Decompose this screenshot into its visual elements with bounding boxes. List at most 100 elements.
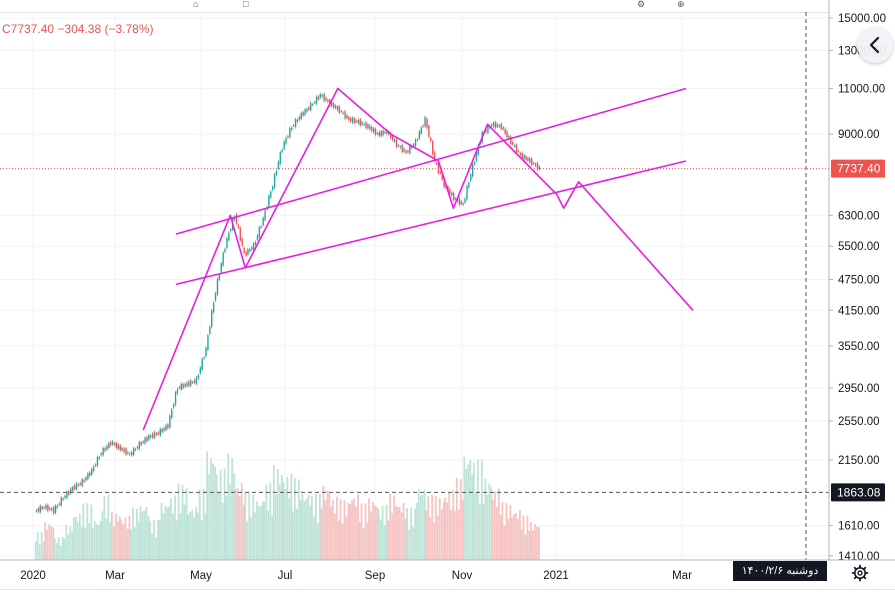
volume-bar bbox=[128, 515, 131, 560]
volume-bar bbox=[185, 488, 188, 560]
candle bbox=[258, 227, 261, 238]
volume-bar bbox=[488, 483, 491, 560]
volume-bar bbox=[164, 506, 167, 560]
volume-bar bbox=[402, 502, 405, 560]
candle bbox=[395, 139, 398, 148]
candle bbox=[281, 149, 283, 152]
candle bbox=[376, 133, 379, 135]
candle bbox=[52, 507, 55, 514]
volume-bar bbox=[293, 477, 296, 560]
volume-bar bbox=[136, 508, 138, 560]
candle bbox=[148, 435, 150, 440]
volume-bar bbox=[217, 492, 220, 560]
settings-button[interactable] bbox=[850, 563, 870, 583]
candle bbox=[245, 251, 247, 256]
volume-bar bbox=[450, 509, 453, 560]
candle bbox=[422, 125, 424, 127]
candle bbox=[477, 145, 480, 155]
candle bbox=[102, 447, 104, 456]
candle bbox=[113, 443, 116, 446]
volume-bar bbox=[419, 495, 422, 560]
volume-bar bbox=[196, 512, 199, 560]
legend-last-price: 7737.40 bbox=[10, 22, 55, 36]
candle bbox=[298, 116, 301, 120]
candle bbox=[473, 162, 476, 165]
volume-bar bbox=[322, 486, 325, 560]
toolbar-button-b[interactable]: □ bbox=[243, 0, 249, 9]
volume-bar bbox=[72, 517, 75, 560]
volume-bar bbox=[410, 507, 413, 560]
volume-bar bbox=[191, 510, 193, 560]
volume-bar bbox=[57, 537, 60, 560]
volume-bar bbox=[225, 496, 228, 560]
volume-bar bbox=[421, 494, 424, 560]
candle bbox=[323, 93, 325, 101]
price-axis: 15000.0013000.0011000.009000.006300.0055… bbox=[828, 0, 895, 563]
volume-bar bbox=[91, 528, 94, 560]
candle bbox=[155, 433, 158, 435]
volume-bar bbox=[78, 513, 81, 560]
volume-bar bbox=[495, 506, 498, 560]
candle bbox=[292, 125, 295, 127]
candle bbox=[504, 128, 506, 134]
volume-bar bbox=[431, 494, 434, 560]
volume-bar bbox=[234, 489, 237, 560]
volume-bar bbox=[278, 484, 281, 560]
candle bbox=[355, 120, 358, 123]
candle bbox=[414, 139, 417, 147]
candle bbox=[331, 102, 333, 107]
candle bbox=[321, 95, 323, 97]
volume-bar bbox=[172, 513, 174, 560]
volume-bar bbox=[490, 487, 493, 560]
candle bbox=[79, 483, 82, 485]
volume-bar bbox=[126, 528, 129, 560]
volume-bar bbox=[442, 502, 445, 560]
volume-bar bbox=[74, 516, 77, 560]
volume-bar bbox=[244, 493, 247, 560]
volume-bar bbox=[389, 493, 392, 560]
candle bbox=[353, 118, 356, 123]
toolbar-button-a[interactable]: ⌂ bbox=[193, 0, 199, 9]
volume-bar bbox=[315, 493, 317, 560]
candle bbox=[300, 112, 302, 120]
candle bbox=[212, 302, 215, 313]
candle bbox=[70, 488, 72, 494]
price-tick-label: 2550.00 bbox=[838, 416, 880, 428]
toolbar-button-d[interactable]: ⊕ bbox=[677, 0, 685, 9]
volume-bar bbox=[486, 495, 489, 560]
toolbar-button-c[interactable]: ⚙ bbox=[637, 0, 646, 9]
candle bbox=[216, 279, 219, 295]
bottom-bar bbox=[0, 589, 895, 598]
volume-bar bbox=[406, 508, 409, 560]
candle bbox=[430, 137, 432, 141]
candle bbox=[283, 141, 285, 149]
candle bbox=[121, 448, 123, 451]
volume-bar bbox=[139, 506, 142, 560]
candle bbox=[163, 428, 165, 431]
candle bbox=[534, 163, 537, 166]
price-badge-label: 1863.08 bbox=[837, 485, 881, 499]
scroll-left-button[interactable] bbox=[857, 27, 893, 63]
candle bbox=[165, 425, 167, 431]
volume-bar bbox=[476, 459, 479, 560]
candle bbox=[228, 232, 230, 241]
volume-bar bbox=[515, 513, 517, 560]
volume-bar bbox=[151, 533, 153, 560]
candle bbox=[83, 479, 85, 482]
candle bbox=[462, 203, 464, 205]
volume-bar bbox=[238, 496, 241, 560]
volume-bar bbox=[493, 491, 496, 560]
volume-bar bbox=[97, 524, 100, 560]
candle bbox=[62, 498, 64, 500]
candle bbox=[464, 198, 466, 203]
price-tick-label: 2950.00 bbox=[838, 383, 880, 395]
volume-bar bbox=[497, 488, 500, 560]
candle bbox=[536, 162, 539, 170]
candle bbox=[380, 130, 382, 136]
volume-bar bbox=[195, 506, 197, 560]
price-tick-label: 5500.00 bbox=[838, 241, 880, 253]
volume-bar bbox=[408, 529, 411, 560]
time-tick-label: 2021 bbox=[543, 570, 569, 582]
candle bbox=[409, 145, 411, 154]
